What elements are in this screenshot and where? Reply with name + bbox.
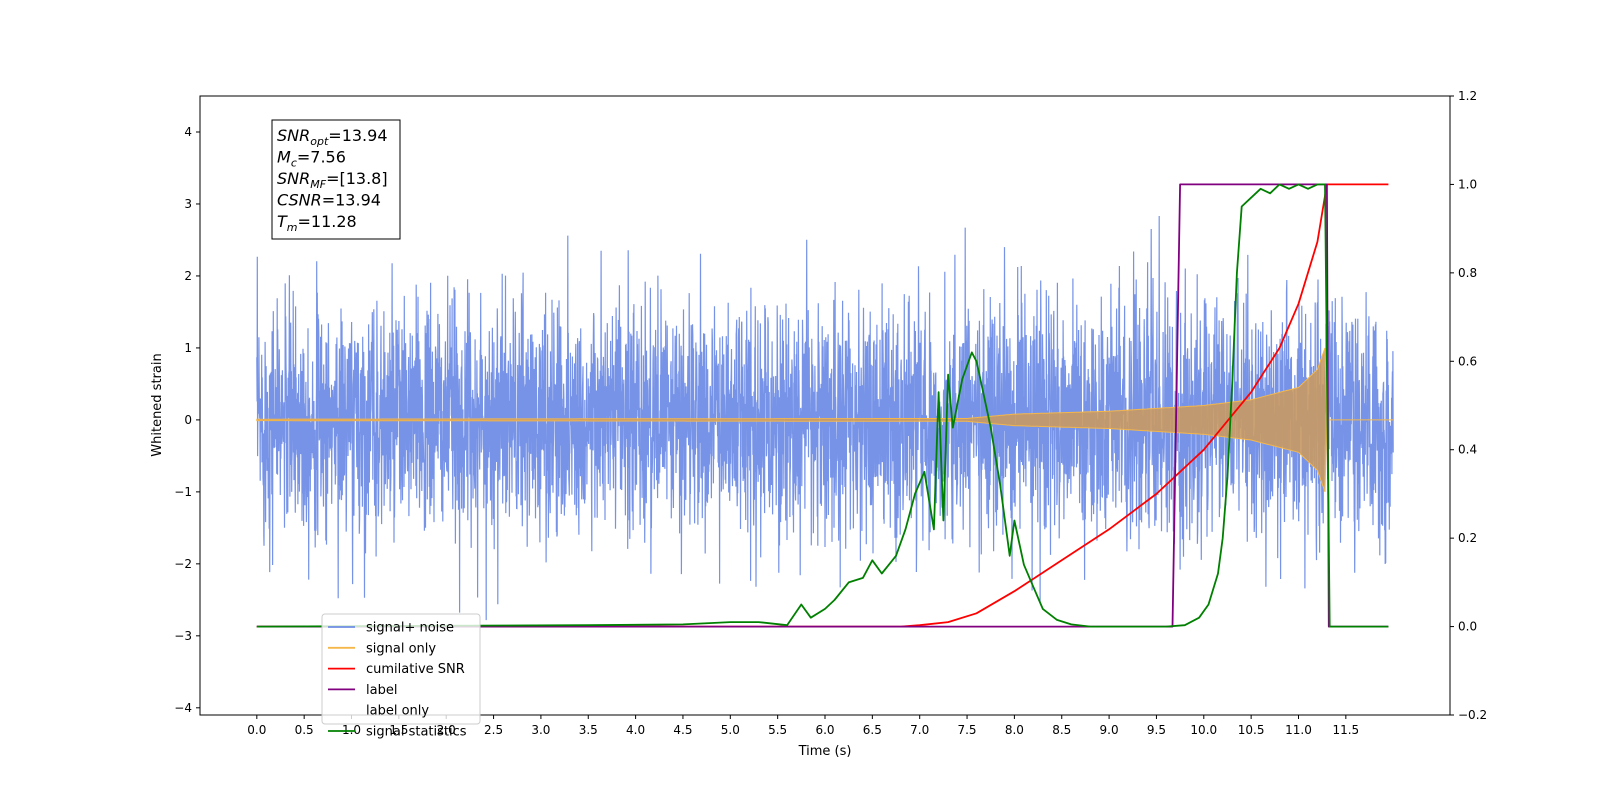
x-tick-label: 11.0	[1285, 723, 1312, 737]
x-tick-label: 3.5	[579, 723, 598, 737]
x-tick-label: 7.5	[957, 723, 976, 737]
x-tick-label: 10.5	[1238, 723, 1265, 737]
info-box: SNRopt=13.94Mc=7.56SNRMF=[13.8]CSNR=13.9…	[271, 119, 401, 240]
info-box-line: Tm=11.28	[277, 212, 357, 234]
info-box-line: SNRMF=[13.8]	[277, 169, 388, 191]
info-box-frame	[271, 119, 401, 240]
x-tick-label: 8.5	[1052, 723, 1071, 737]
x-tick-label: 11.5	[1332, 723, 1359, 737]
y2-tick-label: 0.8	[1458, 266, 1477, 280]
y2-tick-label: 0.4	[1458, 443, 1477, 457]
x-tick-label: 10.0	[1190, 723, 1217, 737]
x-tick-label: 5.5	[768, 723, 787, 737]
series-cumilative-snr	[256, 183, 1389, 628]
info-box-line: SNRopt=13.94	[277, 126, 388, 148]
x-tick-label: 8.0	[1005, 723, 1024, 737]
x-tick-label: 0.5	[295, 723, 314, 737]
legend-label: signal+ noise	[366, 621, 454, 636]
x-tick-label: 0.0	[247, 723, 266, 737]
x-tick-label: 7.0	[910, 723, 929, 737]
info-box-line: CSNR=13.94	[277, 191, 381, 210]
legend: signal+ noise signal only cumilative SNR la…	[321, 613, 481, 740]
x-tick-label: 4.5	[673, 723, 692, 737]
legend-frame	[321, 613, 481, 725]
series-signal-statistics	[256, 183, 1389, 628]
x-tick-label: 5.0	[721, 723, 740, 737]
y2-tick-label: 0.6	[1458, 354, 1477, 368]
legend-label: signal only	[366, 641, 436, 656]
y-axis-label: Whitened strain	[150, 353, 165, 456]
legend-label: cumilative SNR	[366, 662, 465, 677]
y-tick-label: 4	[184, 125, 192, 139]
x-tick-label: 2.0	[437, 723, 456, 737]
legend-label: label only	[366, 704, 429, 719]
y2-tick-label: 0.0	[1458, 620, 1477, 634]
info-box-line: Mc=7.56	[277, 148, 346, 170]
axes: 0.0 0.5 1.0 1.5 2.0 2.5 3.0 3.5 4.0 4.5 5.0 5.5 6.0 6…	[174, 89, 1487, 737]
y-tick-label: 0	[184, 413, 192, 427]
y-tick-label: −4	[174, 701, 192, 715]
x-tick-label: 6.5	[863, 723, 882, 737]
x-axis-label: Time (s)	[798, 744, 852, 759]
x-tick-label: 2.5	[484, 723, 503, 737]
y2-tick-label: −0.2	[1458, 708, 1487, 722]
x-tick-label: 1.5	[389, 723, 408, 737]
x-tick-label: 9.0	[1100, 723, 1119, 737]
x-tick-label: 1.0	[342, 723, 361, 737]
y-tick-label: 2	[184, 269, 192, 283]
series-signal-only	[256, 347, 1394, 493]
y-tick-label: −2	[174, 557, 192, 571]
y-tick-label: −1	[174, 485, 192, 499]
y2-tick-label: 1.2	[1458, 89, 1477, 103]
plot-area	[256, 183, 1394, 628]
y2-tick-label: 0.2	[1458, 531, 1477, 545]
x-tick-label: 6.0	[815, 723, 834, 737]
legend-label: label	[366, 683, 397, 698]
y2-tick-label: 1.0	[1458, 177, 1477, 191]
y-tick-label: 3	[184, 197, 192, 211]
x-tick-label: 4.0	[626, 723, 645, 737]
legend-label: signal statistics	[366, 725, 467, 740]
x-tick-label: 9.5	[1147, 723, 1166, 737]
y-tick-label: 1	[184, 341, 192, 355]
y-tick-label: −3	[174, 629, 192, 643]
x-tick-label: 3.0	[531, 723, 550, 737]
